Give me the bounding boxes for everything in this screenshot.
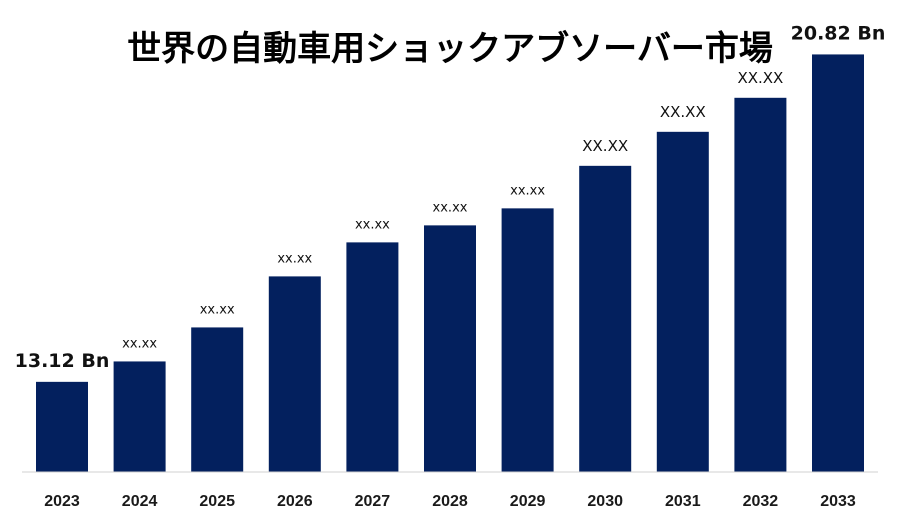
bar-2028: [424, 225, 476, 472]
bar-2031: [656, 131, 709, 472]
x-tick-2029: 2029: [510, 493, 546, 510]
data-label-2023: 13.12 Bn: [15, 350, 110, 372]
x-tick-2023: 2023: [44, 493, 80, 510]
bar-2029: [501, 208, 554, 473]
x-tick-2032: 2032: [743, 493, 779, 510]
x-tick-2026: 2026: [277, 493, 313, 510]
x-tick-2033: 2033: [820, 493, 856, 510]
bar-2032: [734, 97, 787, 472]
bars-group: [36, 54, 864, 473]
bar-2025: [191, 327, 244, 472]
x-tick-2025: 2025: [199, 493, 235, 510]
data-label-2031: XX.XX: [660, 103, 706, 121]
data-label-2025: xx.xx: [200, 302, 235, 317]
x-tick-2024: 2024: [122, 493, 158, 510]
chart-title: 世界の自動車用ショックアブソーバー市場: [127, 29, 773, 69]
data-label-2029: xx.xx: [510, 183, 545, 198]
data-label-2032: XX.XX: [737, 69, 783, 87]
bar-2027: [346, 242, 399, 472]
bar-2024: [113, 361, 166, 472]
bar-2030: [579, 165, 632, 473]
data-label-2033: 20.82 Bn: [791, 22, 886, 44]
x-tick-2030: 2030: [587, 493, 623, 510]
bar-2023: [36, 381, 88, 472]
x-tick-2027: 2027: [355, 493, 391, 510]
data-label-2027: xx.xx: [355, 217, 390, 232]
data-labels-group: 13.12 Bn xx.xx xx.xx xx.xx xx.xx xx.xx xx.xx XX…: [15, 22, 886, 371]
data-label-2024: xx.xx: [122, 336, 157, 351]
data-label-2026: xx.xx: [277, 251, 312, 266]
x-tick-2031: 2031: [665, 493, 701, 510]
x-tick-2028: 2028: [432, 493, 468, 510]
data-label-2030: XX.XX: [582, 137, 628, 155]
x-tick-labels-group: 2023 2024 2025 2026 2027 2028 2029 2030 2031 2032…: [44, 493, 856, 510]
data-label-2028: xx.xx: [433, 200, 468, 215]
bar-2033: [812, 54, 864, 472]
bar-2026: [268, 276, 321, 472]
